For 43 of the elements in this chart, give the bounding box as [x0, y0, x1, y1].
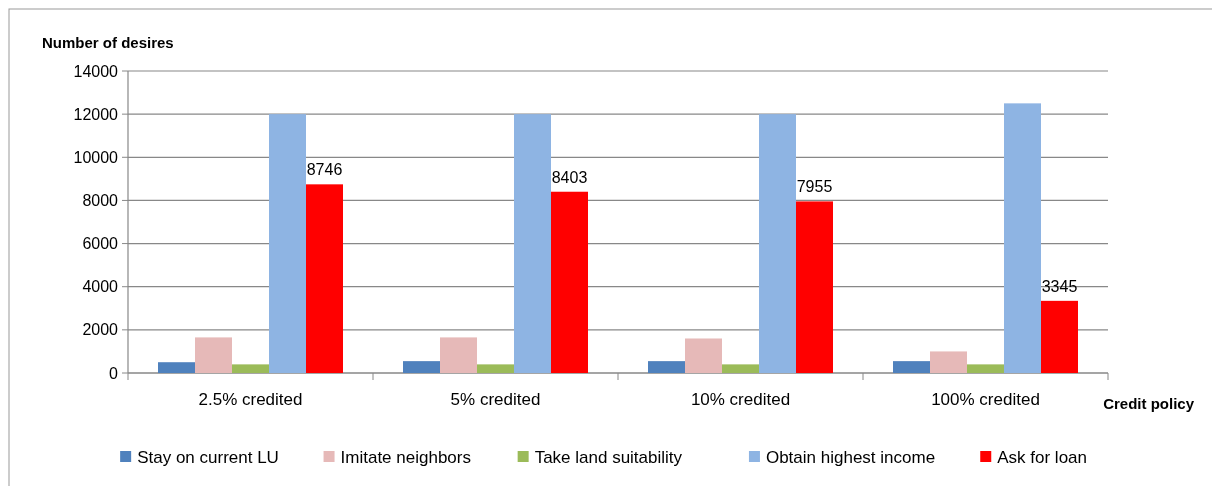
y-tick-label: 10000: [73, 148, 119, 166]
data-label: 3345: [1041, 277, 1078, 295]
bar: [1041, 300, 1078, 373]
bar: [648, 361, 685, 373]
y-tick-label: 12000: [73, 105, 119, 123]
bar: [722, 364, 759, 373]
bar: [514, 114, 551, 373]
data-label: 8746: [306, 161, 343, 179]
bar: [967, 364, 1004, 373]
x-tick-label: 2.5% credited: [198, 390, 303, 409]
bar: [195, 337, 232, 373]
bar: [1004, 103, 1041, 373]
y-tick-label: 8000: [82, 192, 119, 210]
bar: [477, 364, 514, 373]
bar: [759, 114, 796, 373]
y-tick-label: 0: [109, 364, 119, 382]
bar: [893, 361, 930, 373]
bar: [685, 338, 722, 373]
legend-label: Imitate neighbors: [340, 447, 471, 467]
bar: [403, 361, 440, 373]
y-tick-label: 14000: [73, 62, 119, 80]
bar: [551, 191, 588, 373]
bar: [930, 351, 967, 373]
bar: [796, 201, 833, 373]
y-tick-label: 2000: [82, 321, 119, 339]
bar: [158, 362, 195, 373]
legend-label: Stay on current LU: [137, 447, 279, 467]
legend-label: Take land suitability: [534, 447, 683, 467]
y-axis-title: Number of desires: [42, 34, 174, 51]
x-tick-label: 5% credited: [450, 390, 541, 409]
x-tick-label: 100% credited: [931, 390, 1040, 409]
legend-label: Ask for loan: [997, 447, 1088, 467]
data-label: 7955: [796, 178, 833, 196]
x-tick-label: 10% credited: [690, 390, 791, 409]
y-tick-label: 6000: [82, 235, 119, 253]
bar: [232, 364, 269, 373]
legend-label: Obtain highest income: [765, 447, 936, 467]
bar: [440, 337, 477, 373]
bar: [306, 184, 343, 373]
bar: [269, 114, 306, 373]
y-tick-label: 4000: [82, 278, 119, 296]
x-axis-title: Credit policy: [1103, 395, 1195, 412]
data-label: 8403: [551, 168, 588, 186]
